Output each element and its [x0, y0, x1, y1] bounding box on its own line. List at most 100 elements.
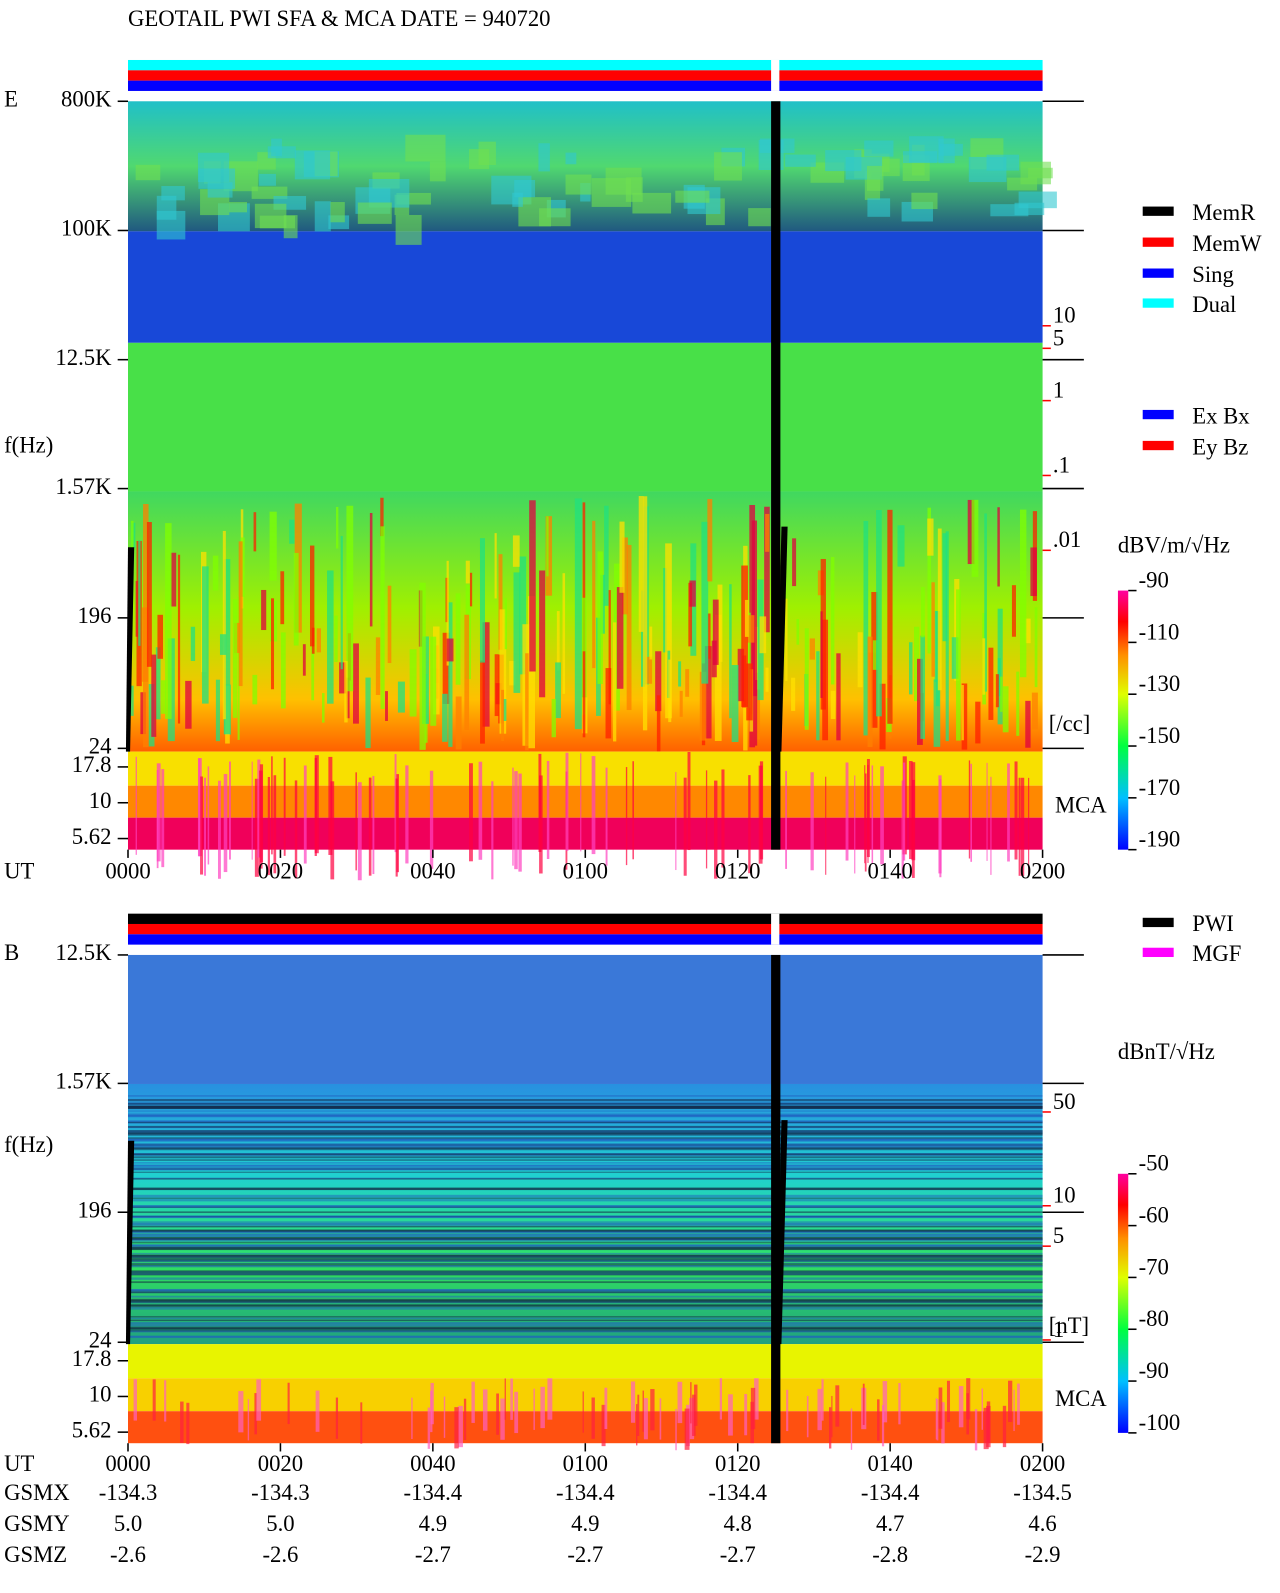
- blob: [429, 161, 446, 182]
- blob: [864, 140, 894, 157]
- streak: [974, 1409, 978, 1451]
- streak: [465, 560, 470, 584]
- streak: [714, 780, 718, 879]
- status-gap: [771, 913, 780, 945]
- streak: [642, 496, 648, 731]
- blob: [1007, 177, 1038, 191]
- streak: [933, 679, 941, 747]
- streak: [701, 521, 709, 684]
- streak: [810, 772, 814, 871]
- streak: [223, 773, 228, 873]
- legend-swatch: [1142, 440, 1174, 451]
- streak: [494, 654, 499, 717]
- streak: [675, 771, 677, 871]
- streak: [128, 1171, 1043, 1173]
- streak: [547, 1378, 553, 1420]
- streak: [128, 1099, 1043, 1102]
- streak: [927, 518, 934, 556]
- orbit-value: -2.6: [110, 1542, 146, 1567]
- band: [128, 785, 1043, 818]
- streak: [463, 1398, 467, 1440]
- streak: [501, 689, 505, 741]
- blob: [591, 178, 632, 207]
- streak: [967, 499, 975, 565]
- streak: [256, 1379, 262, 1421]
- orbit-value: 5.0: [266, 1511, 294, 1536]
- streak: [785, 770, 788, 869]
- status-bar: [128, 80, 1043, 91]
- streak: [655, 651, 662, 712]
- legend-swatch: [1142, 237, 1174, 247]
- streak: [330, 781, 335, 880]
- band: [128, 817, 1043, 850]
- streak: [721, 769, 725, 868]
- streak: [128, 1132, 1043, 1135]
- orbit-value: 4.7: [876, 1511, 904, 1536]
- streak: [510, 1378, 513, 1420]
- streak: [574, 498, 582, 730]
- streak: [512, 767, 514, 866]
- streak: [663, 567, 667, 653]
- streak: [128, 1215, 1043, 1218]
- streak: [223, 559, 231, 735]
- blob: [330, 202, 345, 223]
- streak: [879, 683, 886, 750]
- streak: [1028, 777, 1030, 876]
- streak: [956, 589, 961, 741]
- streak: [346, 505, 354, 692]
- streak: [597, 551, 603, 684]
- streak: [622, 537, 628, 615]
- streak: [675, 1408, 677, 1451]
- y-tick-label: 12.5K: [55, 345, 112, 370]
- y2-axis-label: [nT]: [1049, 1313, 1089, 1338]
- streak: [613, 622, 617, 742]
- y2-tick-label: .1: [1053, 452, 1070, 477]
- orbit-value: -2.7: [720, 1542, 756, 1567]
- streak: [352, 643, 359, 724]
- colorbar-tick-label: -90: [1139, 568, 1169, 593]
- band-label: MCA: [1055, 793, 1107, 818]
- streak: [385, 691, 388, 721]
- streak: [961, 684, 964, 741]
- streak: [128, 1262, 1043, 1264]
- y-tick-label: 10: [89, 788, 112, 813]
- streak: [321, 693, 325, 723]
- streak: [679, 690, 683, 717]
- streak: [443, 1396, 446, 1438]
- streak: [267, 776, 270, 876]
- legend-swatch: [1142, 268, 1174, 278]
- streak: [478, 761, 483, 860]
- streak: [302, 644, 306, 676]
- streak: [368, 777, 372, 876]
- streak: [128, 1252, 1043, 1255]
- streak: [369, 513, 373, 627]
- streak: [419, 582, 426, 750]
- streak: [747, 612, 751, 708]
- blob: [867, 198, 891, 217]
- streak: [128, 1224, 1043, 1227]
- streak: [625, 767, 628, 866]
- streak: [546, 760, 550, 859]
- streak: [151, 654, 157, 737]
- streak: [887, 509, 893, 724]
- colorbar-tick-label: -150: [1139, 723, 1181, 748]
- streak: [499, 609, 507, 734]
- streak: [311, 628, 315, 701]
- streak: [339, 662, 347, 694]
- streak: [591, 1397, 595, 1439]
- x-tick-label: 0200: [1020, 859, 1065, 884]
- streak: [707, 613, 711, 659]
- status-bar: [128, 70, 1043, 81]
- streak: [690, 1382, 692, 1424]
- streak: [712, 599, 719, 665]
- streak: [253, 512, 257, 552]
- streak: [458, 1405, 463, 1448]
- streak: [128, 1125, 1043, 1128]
- streak: [509, 661, 516, 686]
- streak: [744, 599, 749, 637]
- streak: [212, 555, 219, 591]
- streak: [512, 535, 520, 567]
- streak: [185, 680, 192, 729]
- artifact: [776, 526, 788, 752]
- streak: [935, 1398, 937, 1440]
